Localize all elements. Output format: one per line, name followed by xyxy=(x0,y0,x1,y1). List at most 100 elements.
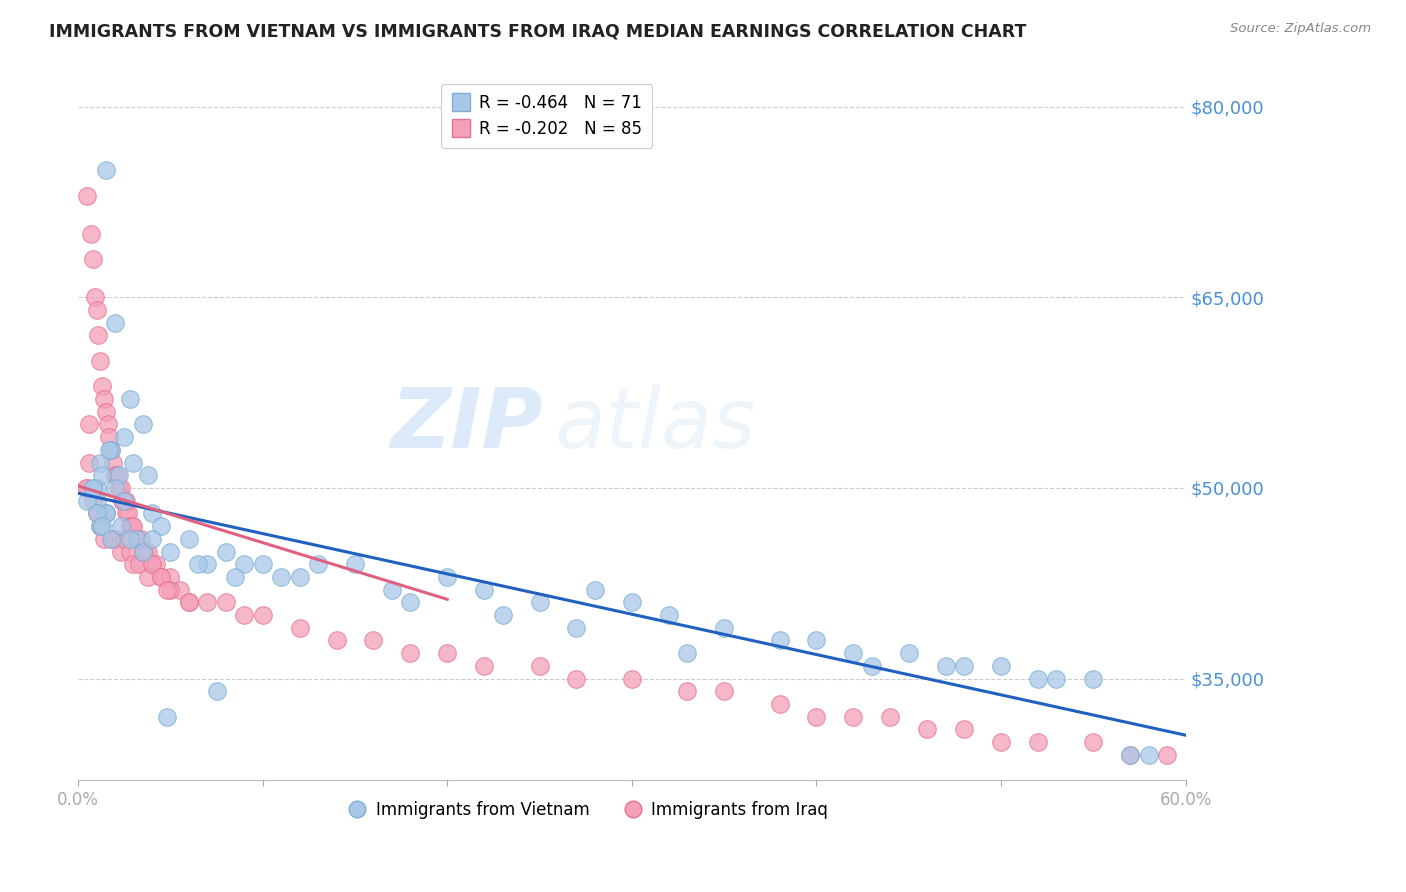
Point xyxy=(215,595,238,609)
Legend: Immigrants from Vietnam, Immigrants from Iraq: Immigrants from Vietnam, Immigrants from… xyxy=(340,794,835,825)
Point xyxy=(83,290,105,304)
Point xyxy=(141,558,163,572)
Point xyxy=(128,558,150,572)
Point xyxy=(127,532,149,546)
Point xyxy=(89,354,111,368)
Point xyxy=(288,570,311,584)
Point xyxy=(115,493,138,508)
Point xyxy=(472,659,495,673)
Point xyxy=(620,595,643,609)
Point xyxy=(713,684,735,698)
Point xyxy=(93,392,115,406)
Point xyxy=(80,227,103,241)
Point xyxy=(381,582,404,597)
Point xyxy=(136,544,159,558)
Point xyxy=(76,188,98,202)
Point xyxy=(399,646,422,660)
Point xyxy=(529,659,551,673)
Point xyxy=(82,493,104,508)
Point xyxy=(104,532,127,546)
Point xyxy=(583,582,606,597)
Point xyxy=(122,558,145,572)
Point xyxy=(141,558,163,572)
Point xyxy=(107,481,129,495)
Point xyxy=(100,532,122,546)
Point xyxy=(399,595,422,609)
Point xyxy=(110,519,132,533)
Point xyxy=(177,595,200,609)
Text: ZIP: ZIP xyxy=(391,384,543,465)
Point xyxy=(110,544,132,558)
Point xyxy=(195,595,218,609)
Point xyxy=(492,608,515,623)
Point xyxy=(860,659,883,673)
Point xyxy=(122,519,145,533)
Point xyxy=(107,468,129,483)
Point xyxy=(117,507,139,521)
Point xyxy=(806,710,828,724)
Point xyxy=(112,532,135,546)
Point xyxy=(436,570,458,584)
Point xyxy=(307,558,329,572)
Point xyxy=(76,493,98,508)
Point xyxy=(104,316,127,330)
Point xyxy=(86,507,108,521)
Point xyxy=(112,493,135,508)
Point xyxy=(363,633,385,648)
Point xyxy=(159,570,181,584)
Point xyxy=(343,558,366,572)
Point xyxy=(159,544,181,558)
Point xyxy=(112,493,135,508)
Point xyxy=(110,481,132,495)
Point xyxy=(177,595,200,609)
Point xyxy=(82,481,104,495)
Point xyxy=(104,481,127,495)
Point xyxy=(897,646,920,660)
Point xyxy=(82,252,104,267)
Point xyxy=(150,519,173,533)
Point xyxy=(658,608,681,623)
Point xyxy=(145,558,167,572)
Point xyxy=(86,493,108,508)
Point xyxy=(156,582,179,597)
Point xyxy=(252,558,274,572)
Point xyxy=(1083,735,1105,749)
Point xyxy=(105,468,128,483)
Point xyxy=(842,646,865,660)
Point xyxy=(1119,747,1142,762)
Point xyxy=(91,379,114,393)
Point xyxy=(252,608,274,623)
Point xyxy=(768,633,790,648)
Point xyxy=(953,723,976,737)
Point xyxy=(141,507,163,521)
Point xyxy=(77,417,100,432)
Point xyxy=(842,710,865,724)
Point xyxy=(100,442,122,457)
Point xyxy=(103,456,125,470)
Point xyxy=(112,430,135,444)
Point xyxy=(115,507,138,521)
Point xyxy=(136,570,159,584)
Point xyxy=(270,570,292,584)
Point xyxy=(98,442,121,457)
Point xyxy=(118,519,141,533)
Point xyxy=(233,558,256,572)
Point xyxy=(990,735,1012,749)
Point xyxy=(156,710,179,724)
Point xyxy=(205,684,228,698)
Point xyxy=(676,646,699,660)
Point xyxy=(132,544,155,558)
Point xyxy=(224,570,246,584)
Point xyxy=(565,621,588,635)
Point xyxy=(150,570,173,584)
Point xyxy=(121,519,143,533)
Point xyxy=(100,442,122,457)
Point xyxy=(97,417,120,432)
Point xyxy=(1119,747,1142,762)
Point xyxy=(1045,672,1067,686)
Point xyxy=(94,507,117,521)
Point xyxy=(233,608,256,623)
Point xyxy=(98,430,121,444)
Point xyxy=(132,544,155,558)
Point xyxy=(134,544,156,558)
